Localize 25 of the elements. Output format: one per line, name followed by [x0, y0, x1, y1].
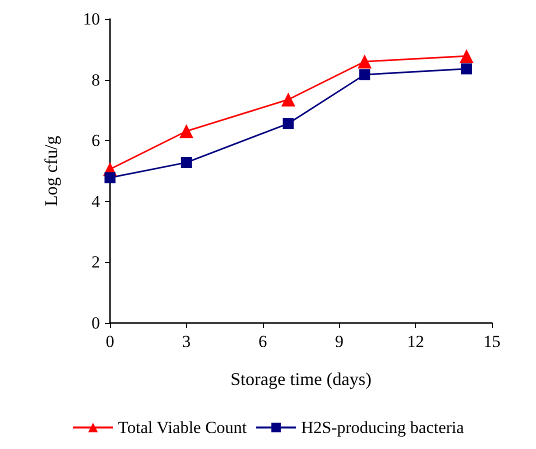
point [281, 92, 296, 107]
point [282, 118, 294, 130]
point [461, 63, 472, 74]
point [359, 69, 370, 80]
point [180, 156, 192, 168]
y-tick-label: 0 [92, 314, 100, 332]
point [179, 124, 194, 138]
legend-label: H2S-producing bacteria [301, 418, 464, 437]
legend-label: Total Viable Count [118, 418, 248, 437]
x-tick-label: 12 [407, 332, 424, 351]
y-axis-title: Log cfu/g [41, 136, 61, 206]
y-tick-label: 6 [92, 131, 100, 150]
x-tick-label: 9 [334, 332, 344, 351]
y-tick-label: 4 [92, 192, 100, 211]
point [104, 172, 116, 184]
x-axis-title: Storage time (days) [230, 369, 372, 389]
y-tick-label: 10 [83, 10, 100, 28]
point [460, 49, 474, 64]
x-tick-label: 6 [258, 332, 268, 351]
x-tick-label: 3 [182, 332, 191, 351]
x-tick-label: 15 [484, 332, 500, 351]
y-tick-label: 2 [92, 252, 100, 272]
y-tick-label: 8 [92, 70, 100, 90]
point [358, 54, 372, 69]
x-tick-label: 0 [106, 332, 114, 351]
